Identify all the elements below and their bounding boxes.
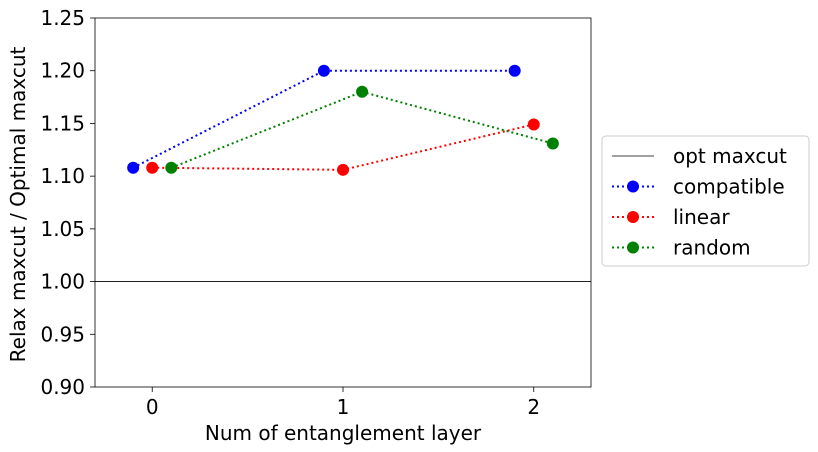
data-point-compatible: [508, 64, 521, 77]
y-tick-label: 1.05: [40, 217, 85, 241]
legend: opt maxcut compatible linear random: [601, 135, 810, 267]
y-tick-label: 1.15: [40, 111, 85, 135]
data-point-linear: [146, 161, 159, 174]
y-tick-label: 0.90: [40, 375, 85, 399]
legend-swatch-marker: [627, 211, 639, 223]
y-tick-label: 1.00: [40, 270, 85, 294]
data-point-linear: [337, 163, 349, 176]
legend-box: [601, 135, 810, 267]
legend-label: random: [673, 236, 751, 260]
y-axis: 0.90 0.95 1.00 1.05 1.10 1.15 1.20 1.25: [40, 6, 95, 399]
data-point-random: [165, 161, 178, 174]
data-point-random: [546, 137, 559, 150]
data-point-compatible: [127, 161, 140, 174]
data-point-compatible: [317, 64, 330, 77]
y-tick-label: 1.20: [40, 59, 85, 83]
x-tick-label: 0: [146, 395, 159, 419]
series-line-random: [170, 90, 554, 169]
legend-label: linear: [673, 205, 730, 229]
legend-swatch-marker: [627, 180, 639, 193]
data-point-linear: [527, 118, 540, 131]
legend-label: compatible: [673, 175, 785, 199]
legend-label: opt maxcut: [673, 144, 787, 168]
x-tick-label: 2: [527, 395, 540, 419]
x-axis-label: Num of entanglement layer: [205, 421, 482, 445]
y-tick-label: 1.25: [40, 6, 85, 30]
x-tick-label: 1: [337, 395, 350, 419]
y-axis-label: Relax maxcut / Optimal maxcut: [6, 46, 30, 362]
series-line-compatible: [132, 69, 515, 169]
x-axis: 0 1 2: [146, 387, 540, 419]
y-tick-label: 0.95: [40, 322, 85, 346]
plot-area: [94, 17, 592, 388]
y-tick-label: 1.10: [40, 164, 85, 188]
series-line-linear: [152, 123, 535, 171]
legend-swatch-marker: [627, 241, 639, 254]
data-point-random: [356, 85, 369, 98]
